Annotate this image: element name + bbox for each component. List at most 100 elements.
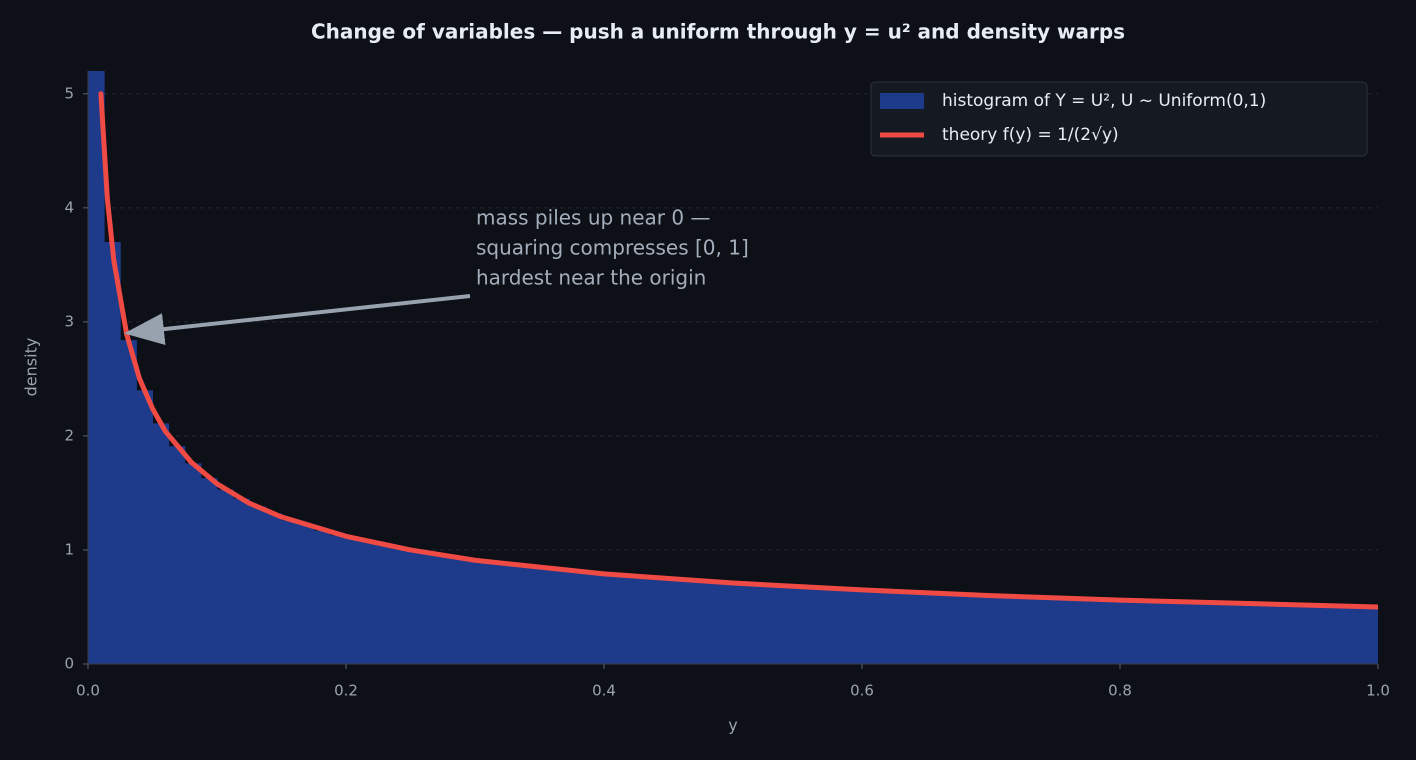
annotation-text: squaring compresses [0, 1] xyxy=(476,236,749,260)
x-tick-label: 0.2 xyxy=(334,682,358,700)
histogram-bar xyxy=(1345,606,1363,664)
histogram-bar xyxy=(636,577,653,664)
legend-label: histogram of Y = U², U ~ Uniform(0,1) xyxy=(942,91,1266,111)
histogram-bar xyxy=(1168,602,1185,664)
histogram-bar xyxy=(120,340,137,664)
histogram-bar xyxy=(974,595,992,664)
histogram-bar xyxy=(1007,596,1024,664)
histogram-bar xyxy=(1152,601,1169,664)
annotation-text: mass piles up near 0 — xyxy=(476,206,710,230)
histogram-bar xyxy=(1313,605,1331,664)
x-tick-label: 1.0 xyxy=(1366,682,1390,700)
histogram-bar xyxy=(88,71,105,664)
histogram-bar xyxy=(910,593,927,664)
histogram-bar xyxy=(168,446,186,664)
histogram-bar xyxy=(878,591,895,664)
histogram-bar xyxy=(1071,598,1089,664)
histogram-bar xyxy=(104,242,121,664)
histogram-bar xyxy=(297,524,315,664)
y-tick-label: 2 xyxy=(64,426,74,444)
histogram-bar xyxy=(862,591,879,664)
y-tick-label: 3 xyxy=(64,312,74,330)
histogram-bar xyxy=(894,592,911,664)
histogram-bar xyxy=(281,520,299,664)
histogram-bar xyxy=(1281,604,1298,664)
histogram-bar xyxy=(426,554,444,664)
histogram-bar xyxy=(523,567,540,664)
histogram-bar xyxy=(410,551,428,664)
legend-label: theory f(y) = 1/(2√y) xyxy=(942,125,1119,145)
histogram-bar xyxy=(539,568,557,664)
histogram-bar xyxy=(991,596,1008,664)
histogram-bar xyxy=(233,498,250,664)
histogram-bar xyxy=(813,588,831,664)
plot-area xyxy=(88,71,1378,664)
histogram-bar xyxy=(249,506,266,664)
histogram-bar xyxy=(765,585,782,664)
histogram-bar xyxy=(184,463,202,664)
histogram-bar xyxy=(1136,601,1153,664)
histogram-bar xyxy=(958,594,976,664)
annotation: mass piles up near 0 — squaring compresse… xyxy=(476,206,749,290)
x-tick-label: 0.6 xyxy=(850,682,874,700)
histogram-bar xyxy=(152,423,170,664)
histogram-bar xyxy=(829,588,847,664)
y-tick-label: 0 xyxy=(64,655,74,673)
histogram-bar xyxy=(1023,597,1040,664)
histogram-bar xyxy=(217,489,234,664)
histogram-bar xyxy=(329,535,347,664)
histogram-bar xyxy=(378,545,395,664)
histogram-bar xyxy=(604,575,621,664)
histogram-bar xyxy=(797,587,815,664)
histogram-bar xyxy=(507,564,524,664)
histogram-bar xyxy=(555,570,573,664)
histogram-bar xyxy=(781,586,798,664)
histogram-bar xyxy=(200,478,218,664)
y-tick-label: 4 xyxy=(64,198,74,216)
histogram-bar xyxy=(1184,602,1202,664)
histogram-bar xyxy=(1087,598,1105,664)
histogram-bar xyxy=(700,581,718,664)
theory-line xyxy=(98,91,1378,610)
histogram-bar xyxy=(733,584,750,664)
histogram-bar xyxy=(1265,604,1282,664)
histogram-bar xyxy=(749,585,766,664)
x-tick-label: 0.0 xyxy=(76,682,100,700)
histogram-bar xyxy=(442,556,460,664)
legend-box xyxy=(870,81,1368,157)
histogram-bar xyxy=(458,559,476,664)
histogram-bar xyxy=(346,538,363,664)
y-axis-label: density xyxy=(22,338,41,397)
x-tick-label: 0.8 xyxy=(1108,682,1132,700)
histogram-bar xyxy=(668,579,686,664)
histogram-bar xyxy=(587,572,605,664)
legend-swatch xyxy=(880,93,924,109)
annotation-arrow xyxy=(124,294,471,346)
histogram-bar xyxy=(571,571,589,664)
histogram-bar xyxy=(313,530,331,664)
chart-title: Change of variables — push a uniform thr… xyxy=(311,20,1125,44)
y-tick-label: 5 xyxy=(64,84,74,102)
histogram-bar xyxy=(926,593,944,664)
histogram-bar xyxy=(620,576,637,664)
histogram-bar xyxy=(1055,597,1073,664)
histogram-bar xyxy=(684,580,702,664)
histogram-bar xyxy=(1216,603,1234,664)
x-axis-label: y xyxy=(728,716,737,735)
histogram-bar xyxy=(1039,597,1056,664)
histogram-bar xyxy=(136,390,153,664)
histogram-bar xyxy=(942,594,960,664)
histogram-bar xyxy=(265,513,282,664)
histogram-bar xyxy=(394,548,411,664)
histogram-bar xyxy=(1329,605,1347,664)
histogram-bar xyxy=(491,562,508,664)
histogram-bar xyxy=(1297,605,1314,664)
legend: histogram of Y = U², U ~ Uniform(0,1) the… xyxy=(870,81,1368,157)
histogram-bar xyxy=(1120,600,1137,664)
x-tick-label: 0.4 xyxy=(592,682,616,700)
histogram-bar xyxy=(845,589,863,664)
histogram-bar xyxy=(1103,600,1121,664)
histogram-bar xyxy=(652,578,669,664)
